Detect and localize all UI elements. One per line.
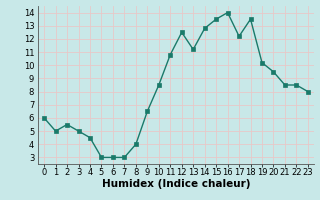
- X-axis label: Humidex (Indice chaleur): Humidex (Indice chaleur): [102, 179, 250, 189]
